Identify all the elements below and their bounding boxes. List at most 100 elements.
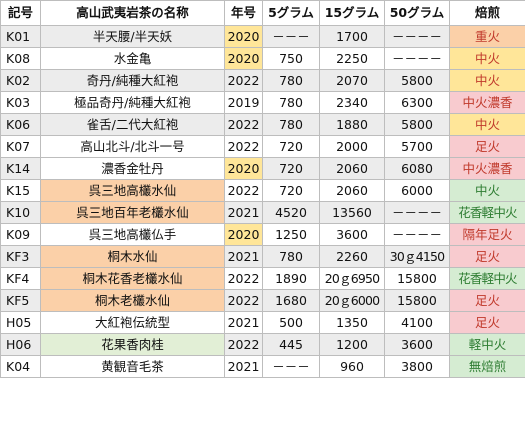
cell-price-50g: －－－－ — [384, 223, 450, 246]
cell-price-15g: 2070 — [319, 69, 385, 92]
table-row: K08 水金亀 2020 750 2250 －－－－ 中火 — [0, 47, 525, 70]
table-row: KF3 桐木水仙 2021 780 2260 30ｇ4150 足火 — [0, 245, 525, 268]
cell-price-15g: 20ｇ6000 — [319, 289, 385, 312]
cell-price-50g: －－－－ — [384, 25, 450, 48]
cell-year: 2022 — [224, 289, 263, 312]
cell-code: K01 — [0, 25, 41, 48]
table-row: K14 濃香金牡丹 2020 720 2060 6080 中火濃香 — [0, 157, 525, 180]
cell-roast: 花香軽中火 — [449, 267, 525, 290]
cell-price-5g: 1250 — [262, 223, 320, 246]
cell-tea-name: 呉三地高欉水仙 — [40, 179, 225, 202]
cell-price-5g: 720 — [262, 157, 320, 180]
table-row: K03 極品奇丹/純種大紅袍 2019 780 2340 6300 中火濃香 — [0, 91, 525, 114]
cell-price-50g: 5800 — [384, 69, 450, 92]
cell-price-5g: 720 — [262, 135, 320, 158]
cell-price-15g: 20ｇ6950 — [319, 267, 385, 290]
cell-roast: 重火 — [449, 25, 525, 48]
cell-code: K09 — [0, 223, 41, 246]
cell-price-15g: 2060 — [319, 157, 385, 180]
cell-code: H05 — [0, 311, 41, 334]
cell-price-5g: 500 — [262, 311, 320, 334]
cell-tea-name: 大紅袍伝統型 — [40, 311, 225, 334]
cell-price-15g: 1200 — [319, 333, 385, 356]
cell-roast: 足火 — [449, 135, 525, 158]
cell-price-5g: 720 — [262, 179, 320, 202]
cell-price-15g: 1880 — [319, 113, 385, 136]
table-row: H06 花果香肉桂 2022 445 1200 3600 軽中火 — [0, 333, 525, 356]
cell-tea-name: 呉三地高欉仏手 — [40, 223, 225, 246]
table-row: KF5 桐木老欉水仙 2022 1680 20ｇ6000 15800 足火 — [0, 289, 525, 312]
cell-year: 2021 — [224, 311, 263, 334]
cell-roast: 中火濃香 — [449, 157, 525, 180]
cell-price-5g: －－－ — [262, 25, 320, 48]
cell-year: 2020 — [224, 223, 263, 246]
cell-price-15g: 2250 — [319, 47, 385, 70]
header-tea-name: 高山武夷岩茶の名称 — [40, 0, 225, 26]
cell-price-5g: 780 — [262, 69, 320, 92]
table-row: K15 呉三地高欉水仙 2022 720 2060 6000 中火 — [0, 179, 525, 202]
cell-code: K14 — [0, 157, 41, 180]
cell-tea-name: 極品奇丹/純種大紅袍 — [40, 91, 225, 114]
cell-roast: 足火 — [449, 245, 525, 268]
cell-roast: 足火 — [449, 289, 525, 312]
cell-roast: 中火 — [449, 47, 525, 70]
cell-price-15g: 3600 — [319, 223, 385, 246]
cell-tea-name: 濃香金牡丹 — [40, 157, 225, 180]
cell-price-15g: 2340 — [319, 91, 385, 114]
cell-price-50g: －－－－ — [384, 47, 450, 70]
cell-price-15g: 2000 — [319, 135, 385, 158]
cell-price-50g: 6080 — [384, 157, 450, 180]
cell-price-5g: 1890 — [262, 267, 320, 290]
cell-tea-name: 桐木老欉水仙 — [40, 289, 225, 312]
cell-code: K10 — [0, 201, 41, 224]
table-row: KF4 桐木花香老欉水仙 2022 1890 20ｇ6950 15800 花香軽中火 — [0, 267, 525, 290]
cell-code: KF5 — [0, 289, 41, 312]
cell-code: KF4 — [0, 267, 41, 290]
cell-year: 2021 — [224, 355, 263, 378]
cell-price-50g: 6300 — [384, 91, 450, 114]
cell-price-50g: 5700 — [384, 135, 450, 158]
table-row: H05 大紅袍伝統型 2021 500 1350 4100 足火 — [0, 311, 525, 334]
cell-tea-name: 桐木花香老欉水仙 — [40, 267, 225, 290]
cell-tea-name: 奇丹/純種大紅袍 — [40, 69, 225, 92]
cell-year: 2022 — [224, 333, 263, 356]
cell-roast: 無焙煎 — [449, 355, 525, 378]
table-row: K09 呉三地高欉仏手 2020 1250 3600 －－－－ 隔年足火 — [0, 223, 525, 246]
cell-code: K07 — [0, 135, 41, 158]
table-row: K06 雀舌/二代大紅袍 2022 780 1880 5800 中火 — [0, 113, 525, 136]
cell-price-5g: 4520 — [262, 201, 320, 224]
cell-price-50g: 5800 — [384, 113, 450, 136]
cell-code: K06 — [0, 113, 41, 136]
cell-price-50g: 30ｇ4150 — [384, 245, 450, 268]
cell-year: 2021 — [224, 245, 263, 268]
cell-price-15g: 960 — [319, 355, 385, 378]
table-row: K01 半天腰/半天妖 2020 －－－ 1700 －－－－ 重火 — [0, 25, 525, 48]
cell-tea-name: 雀舌/二代大紅袍 — [40, 113, 225, 136]
cell-year: 2021 — [224, 201, 263, 224]
cell-price-15g: 1700 — [319, 25, 385, 48]
tea-price-table: 記号 高山武夷岩茶の名称 年号 5グラム 15グラム 50グラム 焙煎 K01 半… — [0, 0, 525, 378]
header-price-5g: 5グラム — [262, 0, 320, 26]
cell-price-5g: 780 — [262, 91, 320, 114]
table-row: K04 黄観音毛茶 2021 －－－ 960 3800 無焙煎 — [0, 355, 525, 378]
cell-roast: 花香軽中火 — [449, 201, 525, 224]
cell-code: H06 — [0, 333, 41, 356]
cell-code: K15 — [0, 179, 41, 202]
cell-code: K08 — [0, 47, 41, 70]
cell-year: 2020 — [224, 25, 263, 48]
cell-price-5g: 445 — [262, 333, 320, 356]
cell-year: 2020 — [224, 157, 263, 180]
cell-code: K03 — [0, 91, 41, 114]
cell-price-15g: 1350 — [319, 311, 385, 334]
cell-roast: 中火 — [449, 179, 525, 202]
cell-code: K04 — [0, 355, 41, 378]
cell-price-50g: 4100 — [384, 311, 450, 334]
cell-price-50g: 15800 — [384, 289, 450, 312]
cell-price-15g: 13560 — [319, 201, 385, 224]
cell-price-15g: 2260 — [319, 245, 385, 268]
cell-roast: 隔年足火 — [449, 223, 525, 246]
table-body: K01 半天腰/半天妖 2020 －－－ 1700 －－－－ 重火 K08 水金亀 2020 750… — [0, 25, 525, 378]
cell-year: 2022 — [224, 135, 263, 158]
cell-tea-name: 桐木水仙 — [40, 245, 225, 268]
cell-year: 2022 — [224, 69, 263, 92]
